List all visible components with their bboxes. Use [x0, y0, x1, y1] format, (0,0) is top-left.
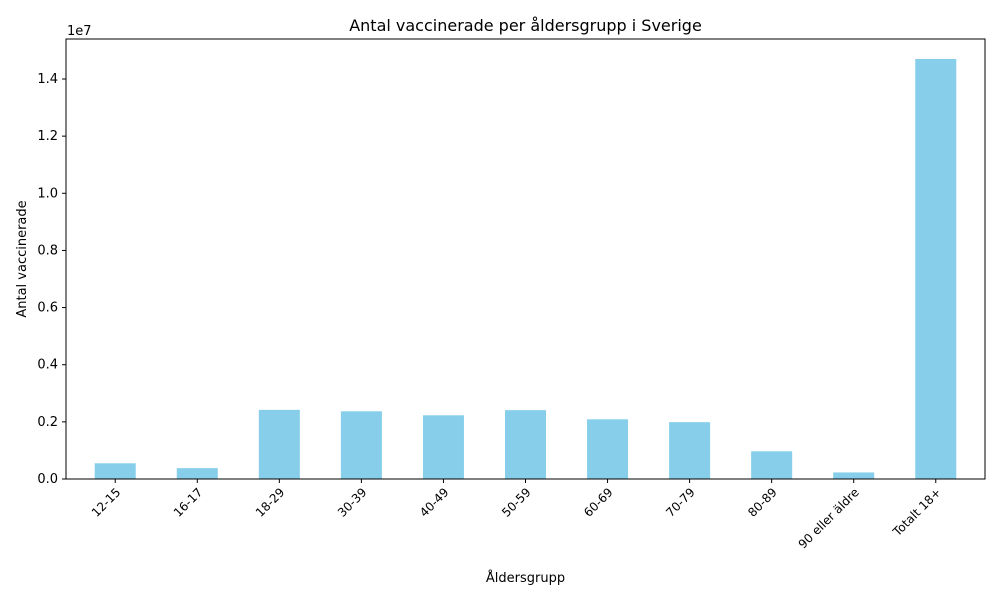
bar-6 [587, 419, 629, 479]
y-tick-label-0: 0.0 [37, 472, 58, 487]
y-ticks-group: 0.0 0.2 0.4 0.6 0.8 1.0 1.2 1.4 [37, 72, 66, 487]
x-tick-label-2: 18-29 [253, 485, 288, 520]
bar-0 [94, 463, 136, 479]
bar-8 [751, 451, 793, 479]
y-tick-label-7: 1.4 [37, 72, 58, 87]
x-tick-label-7: 70-79 [663, 485, 698, 520]
bar-10 [915, 59, 957, 479]
bar-1 [176, 468, 218, 479]
y-tick-label-6: 1.2 [37, 129, 58, 144]
x-tick-label-0: 12-15 [89, 485, 124, 520]
x-tick-label-8: 80-89 [745, 485, 780, 520]
x-tick-label-10: Totalt 18+ [890, 485, 944, 539]
y-tick-label-3: 0.6 [37, 301, 58, 316]
y-tick-label-5: 1.0 [37, 186, 58, 201]
bar-9 [833, 472, 875, 479]
bar-5 [504, 410, 547, 479]
x-tick-label-5: 50-59 [499, 485, 534, 520]
bar-7 [669, 422, 711, 479]
bar-2 [258, 409, 300, 479]
bar-4 [422, 415, 464, 479]
plot-frame [65, 38, 986, 480]
y-offset-text: 1e7 [67, 24, 92, 39]
bar-3 [340, 411, 382, 479]
y-tick-label-4: 0.8 [37, 243, 58, 258]
y-axis-label: Antal vaccinerade [15, 200, 30, 317]
x-tick-label-3: 30-39 [335, 485, 370, 520]
x-tick-label-1: 16-17 [171, 485, 206, 520]
x-tick-label-6: 60-69 [581, 485, 616, 520]
x-ticks-group: 12-15 16-17 18-29 30-39 40-49 50-59 60-69 70-79… [89, 479, 944, 551]
bars-group [94, 59, 957, 479]
y-tick-label-1: 0.2 [37, 415, 58, 430]
x-axis-label: Åldersgrupp [486, 570, 565, 586]
x-tick-label-4: 40-49 [417, 485, 452, 520]
x-tick-label-9: 90 eller äldre [796, 485, 862, 551]
chart-title: Antal vaccinerade per åldersgrupp i Sver… [349, 16, 702, 35]
y-tick-label-2: 0.4 [37, 358, 58, 373]
